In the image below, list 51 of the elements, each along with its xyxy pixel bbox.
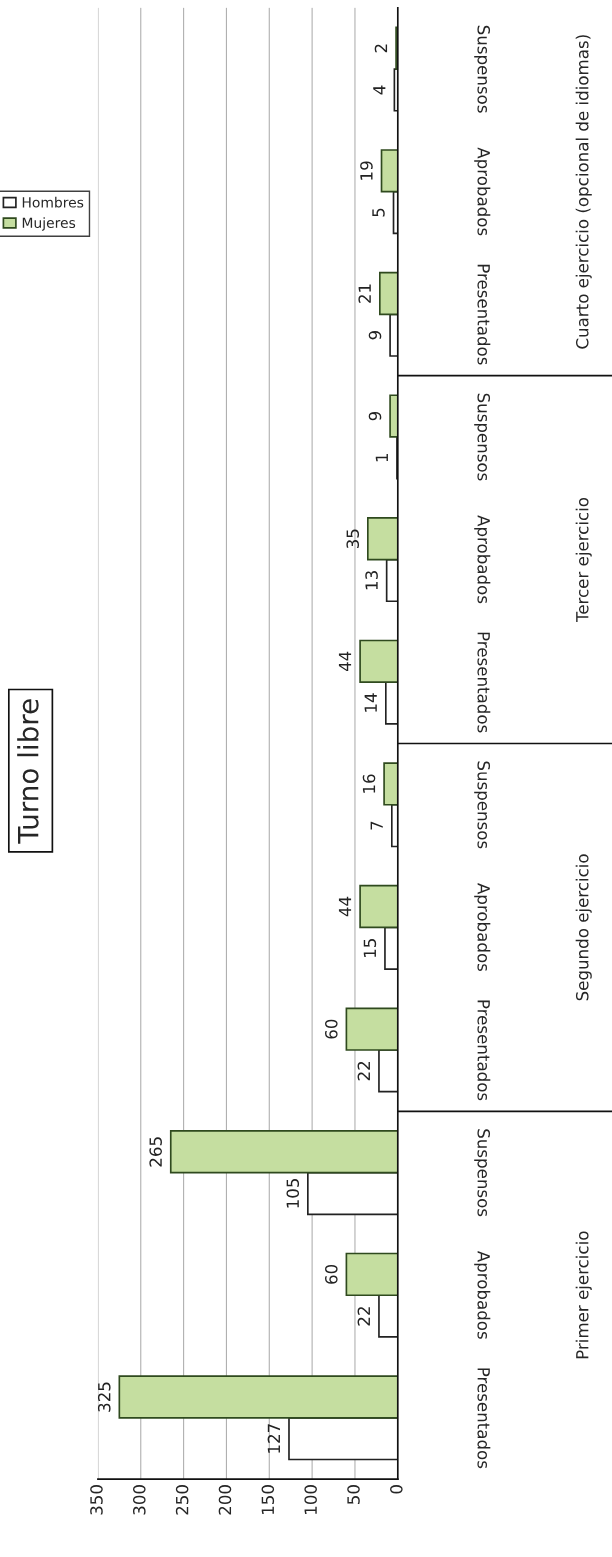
x-tick-label: 0 <box>390 1485 403 1494</box>
y-tick-label: Presentados <box>477 1000 491 1101</box>
data-label: 325 <box>97 1382 111 1412</box>
data-label: 14 <box>364 693 377 712</box>
x-tick-label: 350 <box>90 1485 103 1515</box>
y-tick-label: Presentados <box>477 1368 491 1469</box>
data-label: 60 <box>325 1019 338 1039</box>
text: Segundo ejercicio <box>575 854 592 1001</box>
x-tick-label: 200 <box>218 1485 232 1515</box>
data-label: 60 <box>325 1264 338 1284</box>
data-label: 127 <box>267 1424 280 1453</box>
y-tick-label: Aprobados <box>474 147 491 236</box>
x-tick-label: 250 <box>175 1485 189 1515</box>
data-label: 1 <box>375 454 388 462</box>
y-tick-label: Aprobados <box>474 515 491 604</box>
data-label: 15 <box>363 939 377 958</box>
data-label: 44 <box>338 651 352 672</box>
x-tick-label: 50 <box>347 1485 360 1504</box>
data-label: 9 <box>368 411 382 421</box>
data-label: 9 <box>368 331 382 340</box>
y-tick-label: Suspensos <box>474 761 491 849</box>
data-label: 22 <box>357 1061 370 1081</box>
x-tick-label: 300 <box>132 1485 146 1515</box>
data-label: 4 <box>373 85 386 95</box>
data-label: 19 <box>360 161 373 180</box>
y-tick-label: Aprobados <box>474 883 491 972</box>
x-tick-label: 150 <box>261 1485 275 1514</box>
data-label: 21 <box>358 284 371 303</box>
data-label: 265 <box>149 1137 162 1167</box>
y-tick-label: Suspensos <box>474 25 491 113</box>
legend-label: Hombres <box>22 196 84 208</box>
legend-label: Mujeres <box>22 217 76 231</box>
data-label: 105 <box>286 1179 300 1208</box>
data-label: 44 <box>338 896 352 917</box>
x-tick-label: 100 <box>304 1485 317 1514</box>
data-label: 5 <box>372 208 385 217</box>
y-tick-label: Suspensos <box>474 393 491 481</box>
data-label: 2 <box>374 44 388 53</box>
data-label: 13 <box>365 571 378 590</box>
text: Cuarto ejercicio (opcional de idiomas) <box>575 35 592 349</box>
data-label: 35 <box>346 529 360 549</box>
y-tick-label: Presentados <box>477 264 491 365</box>
y-tick-label: Aprobados <box>474 1250 491 1339</box>
data-label: 16 <box>362 774 376 793</box>
y-tick-label: Presentados <box>477 632 491 733</box>
text: Primer ejercicio <box>575 1231 592 1359</box>
text: Tercer ejercicio <box>575 497 592 623</box>
data-label: 7 <box>370 821 383 830</box>
y-tick-label: Suspensos <box>474 1129 491 1217</box>
data-label: 22 <box>357 1307 370 1326</box>
text: Turno libre <box>17 699 39 844</box>
